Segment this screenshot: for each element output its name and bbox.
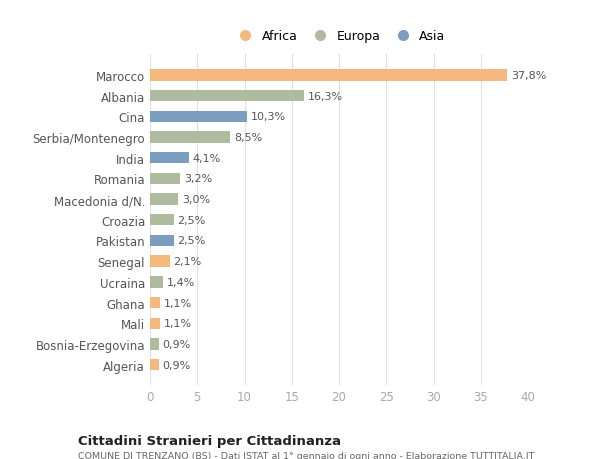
Text: 0,9%: 0,9% bbox=[162, 339, 191, 349]
Bar bbox=[150, 153, 189, 164]
Text: 2,5%: 2,5% bbox=[178, 215, 206, 225]
Text: Cittadini Stranieri per Cittadinanza: Cittadini Stranieri per Cittadinanza bbox=[78, 434, 341, 447]
Text: 1,1%: 1,1% bbox=[164, 298, 193, 308]
Text: 37,8%: 37,8% bbox=[511, 71, 547, 81]
Text: 2,1%: 2,1% bbox=[173, 257, 202, 267]
Text: 8,5%: 8,5% bbox=[234, 133, 262, 143]
Bar bbox=[150, 70, 507, 81]
Bar bbox=[150, 359, 158, 370]
Bar bbox=[150, 215, 173, 226]
Text: 1,1%: 1,1% bbox=[164, 319, 193, 329]
Bar bbox=[150, 132, 230, 143]
Bar bbox=[150, 235, 173, 246]
Text: 2,5%: 2,5% bbox=[178, 236, 206, 246]
Bar bbox=[150, 91, 304, 102]
Bar bbox=[150, 194, 178, 205]
Bar bbox=[150, 277, 163, 288]
Text: 3,0%: 3,0% bbox=[182, 195, 210, 205]
Bar bbox=[150, 318, 160, 329]
Bar bbox=[150, 256, 170, 267]
Bar bbox=[150, 112, 247, 123]
Bar bbox=[150, 297, 160, 308]
Text: COMUNE DI TRENZANO (BS) - Dati ISTAT al 1° gennaio di ogni anno - Elaborazione T: COMUNE DI TRENZANO (BS) - Dati ISTAT al … bbox=[78, 451, 535, 459]
Text: 10,3%: 10,3% bbox=[251, 112, 286, 122]
Bar bbox=[150, 174, 180, 185]
Text: 3,2%: 3,2% bbox=[184, 174, 212, 184]
Text: 1,4%: 1,4% bbox=[167, 277, 195, 287]
Text: 4,1%: 4,1% bbox=[193, 153, 221, 163]
Legend: Africa, Europa, Asia: Africa, Europa, Asia bbox=[228, 25, 450, 48]
Text: 0,9%: 0,9% bbox=[162, 360, 191, 370]
Text: 16,3%: 16,3% bbox=[308, 91, 343, 101]
Bar bbox=[150, 339, 158, 350]
